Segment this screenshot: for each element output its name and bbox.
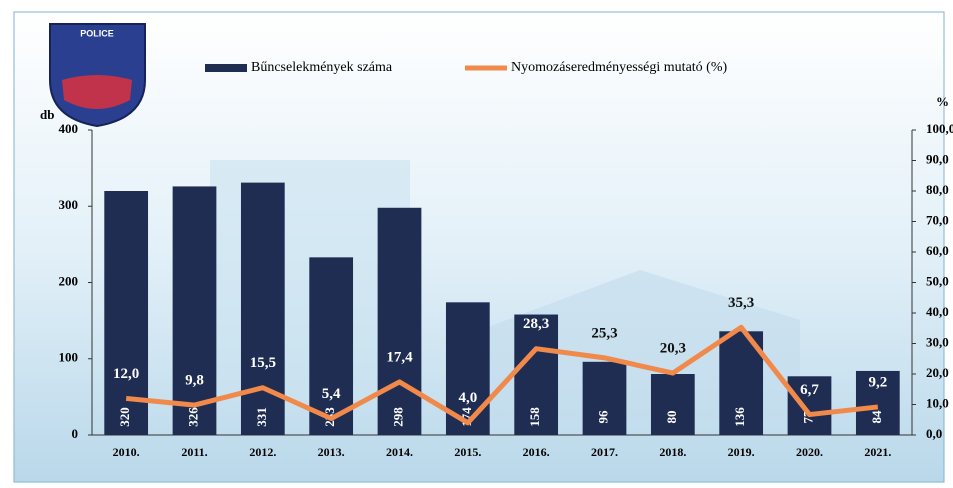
y-tick-label: 0 <box>72 426 79 441</box>
x-tick-label: 2013. <box>318 445 345 459</box>
x-tick-label: 2017. <box>591 445 618 459</box>
bar-value-label: 326 <box>185 407 200 427</box>
x-tick-label: 2020. <box>796 445 823 459</box>
chart: POLICE db% 0 100 200 300 400 0,0 10,0 20,0 30,0 40… <box>0 0 953 488</box>
y-tick-label: 400 <box>59 121 79 136</box>
bar <box>173 186 217 435</box>
y2-tick-label: 50,0 <box>926 273 949 288</box>
y-tick-label: 200 <box>59 273 79 288</box>
line-value-label: 9,8 <box>185 373 204 389</box>
bar-value-label: 80 <box>664 411 679 424</box>
line-value-label: 5,4 <box>322 386 341 402</box>
bar-value-label: 96 <box>595 410 610 424</box>
y-tick-label: 100 <box>59 350 79 365</box>
x-tick-label: 2014. <box>386 445 413 459</box>
logo-stripes <box>62 75 132 109</box>
y2-tick-label: 0,0 <box>926 426 942 441</box>
y2-tick-label: 10,0 <box>926 395 949 410</box>
legend-label: Nyomozáseredményességi mutató (%) <box>511 60 727 75</box>
bar-value-label: 331 <box>254 407 269 427</box>
x-tick-label: 2012. <box>249 445 276 459</box>
x-tick-label: 2021. <box>864 445 891 459</box>
y2-axis-title: % <box>936 94 949 109</box>
y2-tick-label: 70,0 <box>926 212 949 227</box>
y2-tick-label: 30,0 <box>926 334 949 349</box>
line-value-label: 12,0 <box>113 366 139 382</box>
line-value-label: 28,3 <box>523 316 549 332</box>
bar-value-label: 136 <box>732 407 747 427</box>
page: POLICE db% 0 100 200 300 400 0,0 10,0 20,0 30,0 40… <box>0 0 953 488</box>
x-tick-label: 2011. <box>181 445 207 459</box>
bar <box>651 374 695 435</box>
y2-tick-label: 100,0 <box>926 121 953 136</box>
line-value-label: 25,3 <box>591 325 617 341</box>
line-value-label: 35,3 <box>728 295 754 311</box>
legend-swatch <box>205 64 247 72</box>
line-value-label: 20,3 <box>660 341 686 357</box>
line-value-label: 15,5 <box>250 355 276 371</box>
bar-value-label: 158 <box>527 407 542 427</box>
y-tick-label: 300 <box>59 197 79 212</box>
bar-value-label: 320 <box>117 407 132 427</box>
line-value-label: 9,2 <box>868 374 887 390</box>
x-tick-label: 2019. <box>728 445 755 459</box>
x-tick-label: 2018. <box>659 445 686 459</box>
y2-tick-label: 40,0 <box>926 304 949 319</box>
y2-tick-label: 90,0 <box>926 151 949 166</box>
y2-tick-label: 20,0 <box>926 365 949 380</box>
bar <box>378 208 422 435</box>
legend-label: Bűncselekmények száma <box>251 60 393 75</box>
bar-value-label: 298 <box>390 407 405 427</box>
bar-value-label: 84 <box>869 410 884 424</box>
line-value-label: 4,0 <box>458 390 477 406</box>
y2-tick-label: 60,0 <box>926 243 949 258</box>
x-tick-label: 2010. <box>113 445 140 459</box>
x-tick-label: 2016. <box>523 445 550 459</box>
y2-tick-label: 80,0 <box>926 182 949 197</box>
y-axis-title: db <box>40 107 54 122</box>
x-tick-label: 2015. <box>454 445 481 459</box>
logo-text: POLICE <box>80 28 114 38</box>
logo-shield <box>50 24 145 126</box>
logo: POLICE <box>50 24 145 126</box>
line-value-label: 17,4 <box>386 349 413 365</box>
line-value-label: 6,7 <box>800 382 819 398</box>
